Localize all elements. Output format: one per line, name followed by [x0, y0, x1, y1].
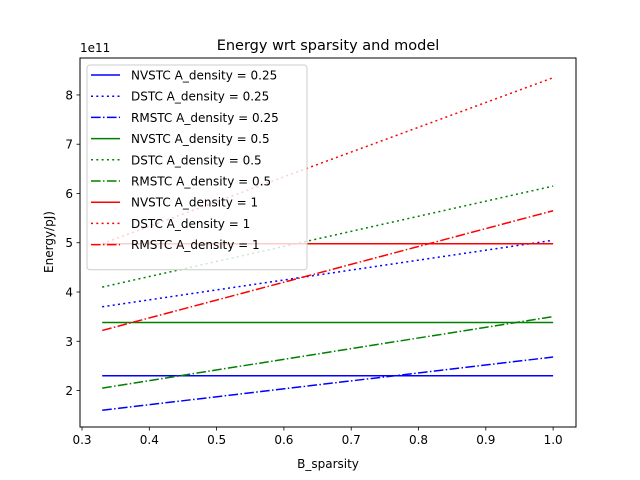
y-axis-ticks: 2 3 4 5 6 7 8: [65, 88, 80, 398]
x-tick-label: 0.6: [274, 433, 293, 447]
legend-label: NVSTC A_density = 0.5: [131, 132, 270, 146]
x-tick-label: 0.8: [409, 433, 428, 447]
x-tick-label: 0.3: [72, 433, 91, 447]
series-line-8: [102, 209, 554, 332]
legend-label: RMSTC A_density = 0.5: [131, 175, 271, 189]
x-tick-label: 0.7: [342, 433, 361, 447]
legend-label: RMSTC A_density = 0.25: [131, 111, 279, 125]
x-tick-label: 0.4: [140, 433, 159, 447]
y-tick-label: 7: [65, 138, 73, 152]
x-tick-label: 0.9: [476, 433, 495, 447]
series-line-5: [102, 315, 554, 389]
y-tick-label: 2: [65, 384, 73, 398]
x-tick-label: 0.5: [207, 433, 226, 447]
chart-title: Energy wrt sparsity and model: [217, 38, 440, 54]
legend-label: DSTC A_density = 0.5: [131, 153, 262, 167]
y-axis-offset-label: 1e11: [80, 41, 110, 55]
y-tick-label: 8: [65, 88, 73, 102]
x-tick-label: 1.0: [544, 433, 563, 447]
legend-box: [86, 64, 308, 271]
y-tick-label: 6: [65, 187, 73, 201]
legend-label: NVSTC A_density = 1: [131, 196, 258, 210]
legend-label: NVSTC A_density = 0.25: [131, 69, 277, 83]
series-line-2: [102, 356, 554, 411]
x-axis-ticks: 0.3 0.4 0.5 0.6 0.7 0.8 0.9 1.0: [72, 427, 563, 447]
legend: NVSTC A_density = 0.25 DSTC A_density = 0…: [86, 64, 308, 271]
legend-label: RMSTC A_density = 1: [131, 238, 260, 252]
y-axis-label: Energy/pJ): [42, 211, 56, 273]
x-axis-label: B_sparsity: [297, 457, 359, 471]
y-tick-label: 3: [65, 335, 73, 349]
y-tick-label: 4: [65, 286, 73, 300]
legend-label: DSTC A_density = 0.25: [131, 90, 269, 104]
y-tick-label: 5: [65, 236, 73, 250]
legend-label: DSTC A_density = 1: [131, 217, 250, 231]
series-line-1: [102, 239, 554, 308]
